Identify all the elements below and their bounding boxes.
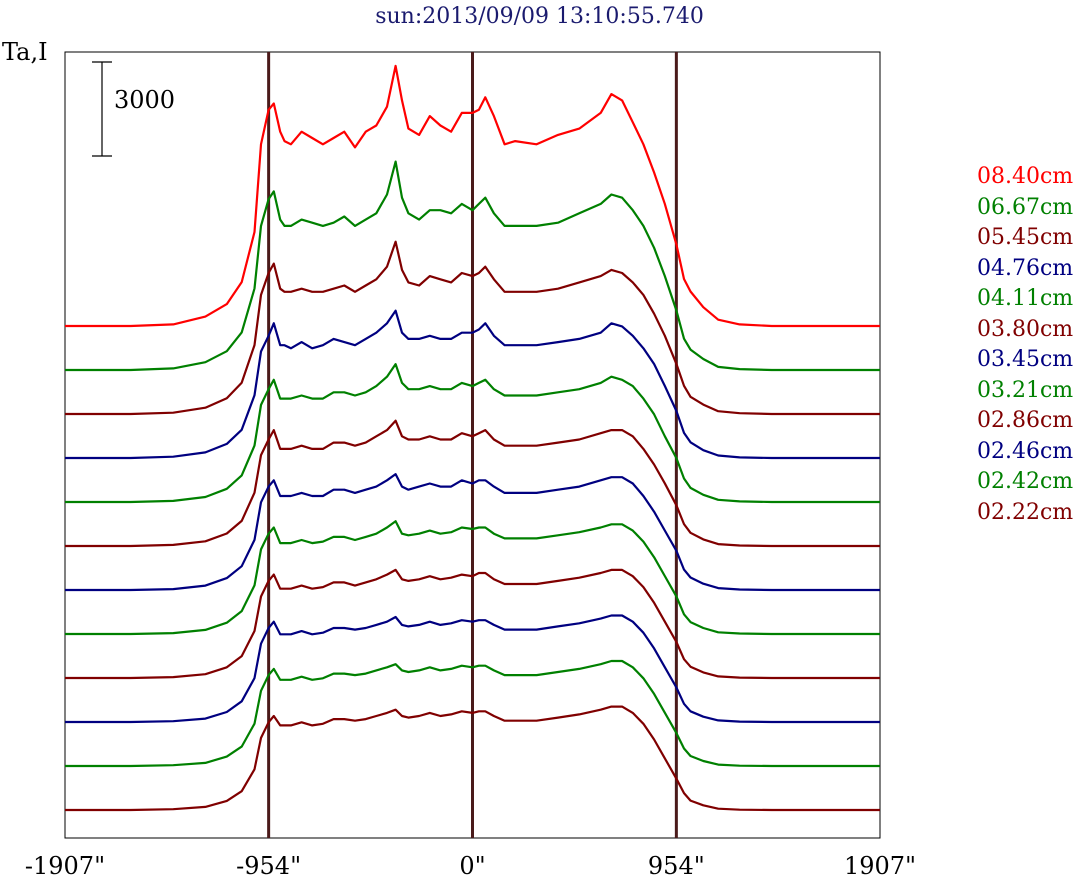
x-tick-label: 1907" <box>843 852 917 880</box>
series-line-02-42cm <box>65 659 880 768</box>
legend-entry: 02.86cm <box>977 408 1074 433</box>
series-line-08-40cm <box>65 64 880 328</box>
legend-entry: 03.45cm <box>977 347 1074 372</box>
x-tick-label: 954" <box>647 852 705 880</box>
series-line-06-67cm <box>65 160 880 372</box>
y-axis-label: Ta,I <box>2 38 48 66</box>
series-line-02-46cm <box>65 614 880 724</box>
series-line-05-45cm <box>65 240 880 416</box>
legend-entry: 04.76cm <box>977 255 1074 281</box>
legend-entry: 05.45cm <box>977 225 1074 250</box>
series-line-04-11cm <box>65 363 880 504</box>
legend-entry: 03.80cm <box>977 316 1074 342</box>
legend-entry: 06.67cm <box>977 194 1074 220</box>
scale-bar-label: 3000 <box>114 86 176 114</box>
x-tick-label: 0" <box>459 852 486 880</box>
series-line-03-80cm <box>65 419 880 548</box>
legend-entry: 03.21cm <box>977 377 1074 403</box>
legend: 08.40cm 06.67cm 05.45cm 04.76cm 04.11cm 03.80… <box>977 162 1073 528</box>
legend-entry: 02.46cm <box>977 438 1074 464</box>
series-line-04-76cm <box>65 309 880 460</box>
legend-entry: 08.40cm <box>977 164 1074 189</box>
legend-entry: 02.22cm <box>977 499 1074 525</box>
series-line-02-22cm <box>65 705 880 812</box>
series-line-03-45cm <box>65 473 880 592</box>
x-tick-label: -1907" <box>24 852 106 880</box>
series-line-02-86cm <box>65 568 880 680</box>
series-line-03-21cm <box>65 520 880 636</box>
legend-entry: 02.42cm <box>977 469 1074 494</box>
legend-entry: 04.11cm <box>977 286 1074 311</box>
chart-title: sun:2013/09/09 13:10:55.740 <box>375 4 704 29</box>
x-tick-label: -954" <box>236 852 302 880</box>
